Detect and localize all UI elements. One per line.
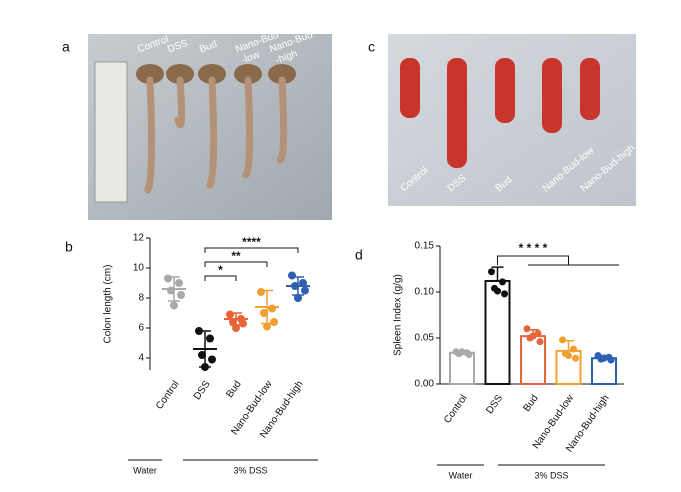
data-point [208, 355, 216, 364]
data-point [167, 286, 175, 295]
y-tick-label: 8 [138, 293, 144, 304]
colon-cecum [136, 64, 164, 84]
data-point [175, 279, 183, 287]
panel-label: a [62, 39, 70, 55]
data-point [270, 318, 278, 326]
colon-cecum [198, 64, 226, 84]
group-label: Water [133, 465, 157, 475]
sig-label: **** [242, 235, 261, 249]
data-point [536, 338, 544, 346]
sig-bracket [204, 261, 268, 267]
x-tick-label: DSS [484, 393, 505, 416]
x-tick-label: Bud [521, 393, 540, 414]
data-point [170, 301, 178, 310]
data-point [288, 271, 296, 280]
y-tick-label: 0.15 [415, 241, 435, 252]
colon-cecum [268, 64, 296, 84]
data-point [494, 287, 501, 295]
group-label: 3% DSS [534, 470, 568, 480]
sig-label: ** [231, 249, 241, 263]
data-point [501, 290, 508, 298]
data-point [458, 348, 466, 356]
sig-bracket [497, 255, 619, 266]
y-tick-label: 4 [138, 353, 144, 364]
data-point [257, 288, 265, 296]
data-point [198, 351, 206, 359]
error-bar [491, 266, 504, 281]
y-tick-label: 0.10 [415, 287, 435, 298]
group-label: Water [449, 470, 473, 480]
data-point [229, 318, 237, 326]
colon [242, 76, 254, 179]
colon-cecum [234, 64, 262, 84]
data-point [263, 322, 271, 331]
colon [174, 76, 186, 129]
panel-label: b [65, 239, 73, 255]
spleen [447, 58, 467, 168]
data-point [607, 356, 615, 364]
data-point [565, 351, 572, 359]
panel-label: d [355, 247, 363, 263]
y-tick-label: 0.05 [415, 333, 435, 344]
data-point [570, 345, 577, 353]
y-tick-label: 6 [138, 323, 144, 334]
data-point [529, 332, 537, 340]
data-point [206, 334, 214, 343]
data-point [177, 291, 185, 299]
data-point [488, 268, 495, 276]
spleen [580, 58, 600, 120]
data-point [226, 310, 234, 319]
group-label: 3% DSS [233, 465, 267, 475]
sig-label: * * * * [519, 241, 548, 255]
data-point [600, 354, 608, 362]
data-point [195, 327, 203, 335]
colon [206, 76, 218, 189]
data-point [572, 354, 579, 362]
y-tick-label: 12 [133, 233, 145, 244]
colon [276, 76, 288, 164]
x-tick-label: Bud [224, 379, 243, 400]
data-point [164, 274, 172, 283]
y-axis-label: Spleen Index (g/g) [393, 274, 404, 356]
data-point [559, 336, 566, 344]
data-point [260, 309, 268, 317]
data-point [523, 325, 531, 333]
spleen [495, 58, 515, 123]
colon-cecum [166, 64, 194, 84]
x-tick-label: Control [442, 393, 470, 426]
data-point [499, 278, 506, 286]
data-point [201, 363, 209, 371]
sig-bracket [204, 247, 299, 253]
y-tick-label: 0.00 [415, 379, 435, 390]
x-tick-label: Control [154, 379, 182, 412]
spleen [400, 58, 420, 118]
sig-label: * [218, 263, 223, 277]
data-point [301, 286, 309, 295]
y-axis-label: Colon length (cm) [103, 265, 114, 344]
ruler [94, 61, 128, 203]
data-point [291, 282, 299, 290]
data-point [465, 351, 473, 359]
data-point [239, 319, 247, 328]
sig-bracket [204, 275, 237, 281]
x-tick-label: DSS [192, 379, 213, 402]
colon [144, 76, 156, 194]
data-point [294, 294, 302, 302]
data-point [268, 304, 276, 313]
panel-label: c [368, 39, 375, 55]
data-point [299, 279, 307, 287]
data-point [232, 324, 240, 332]
spleen [542, 58, 562, 133]
y-tick-label: 10 [133, 263, 145, 274]
